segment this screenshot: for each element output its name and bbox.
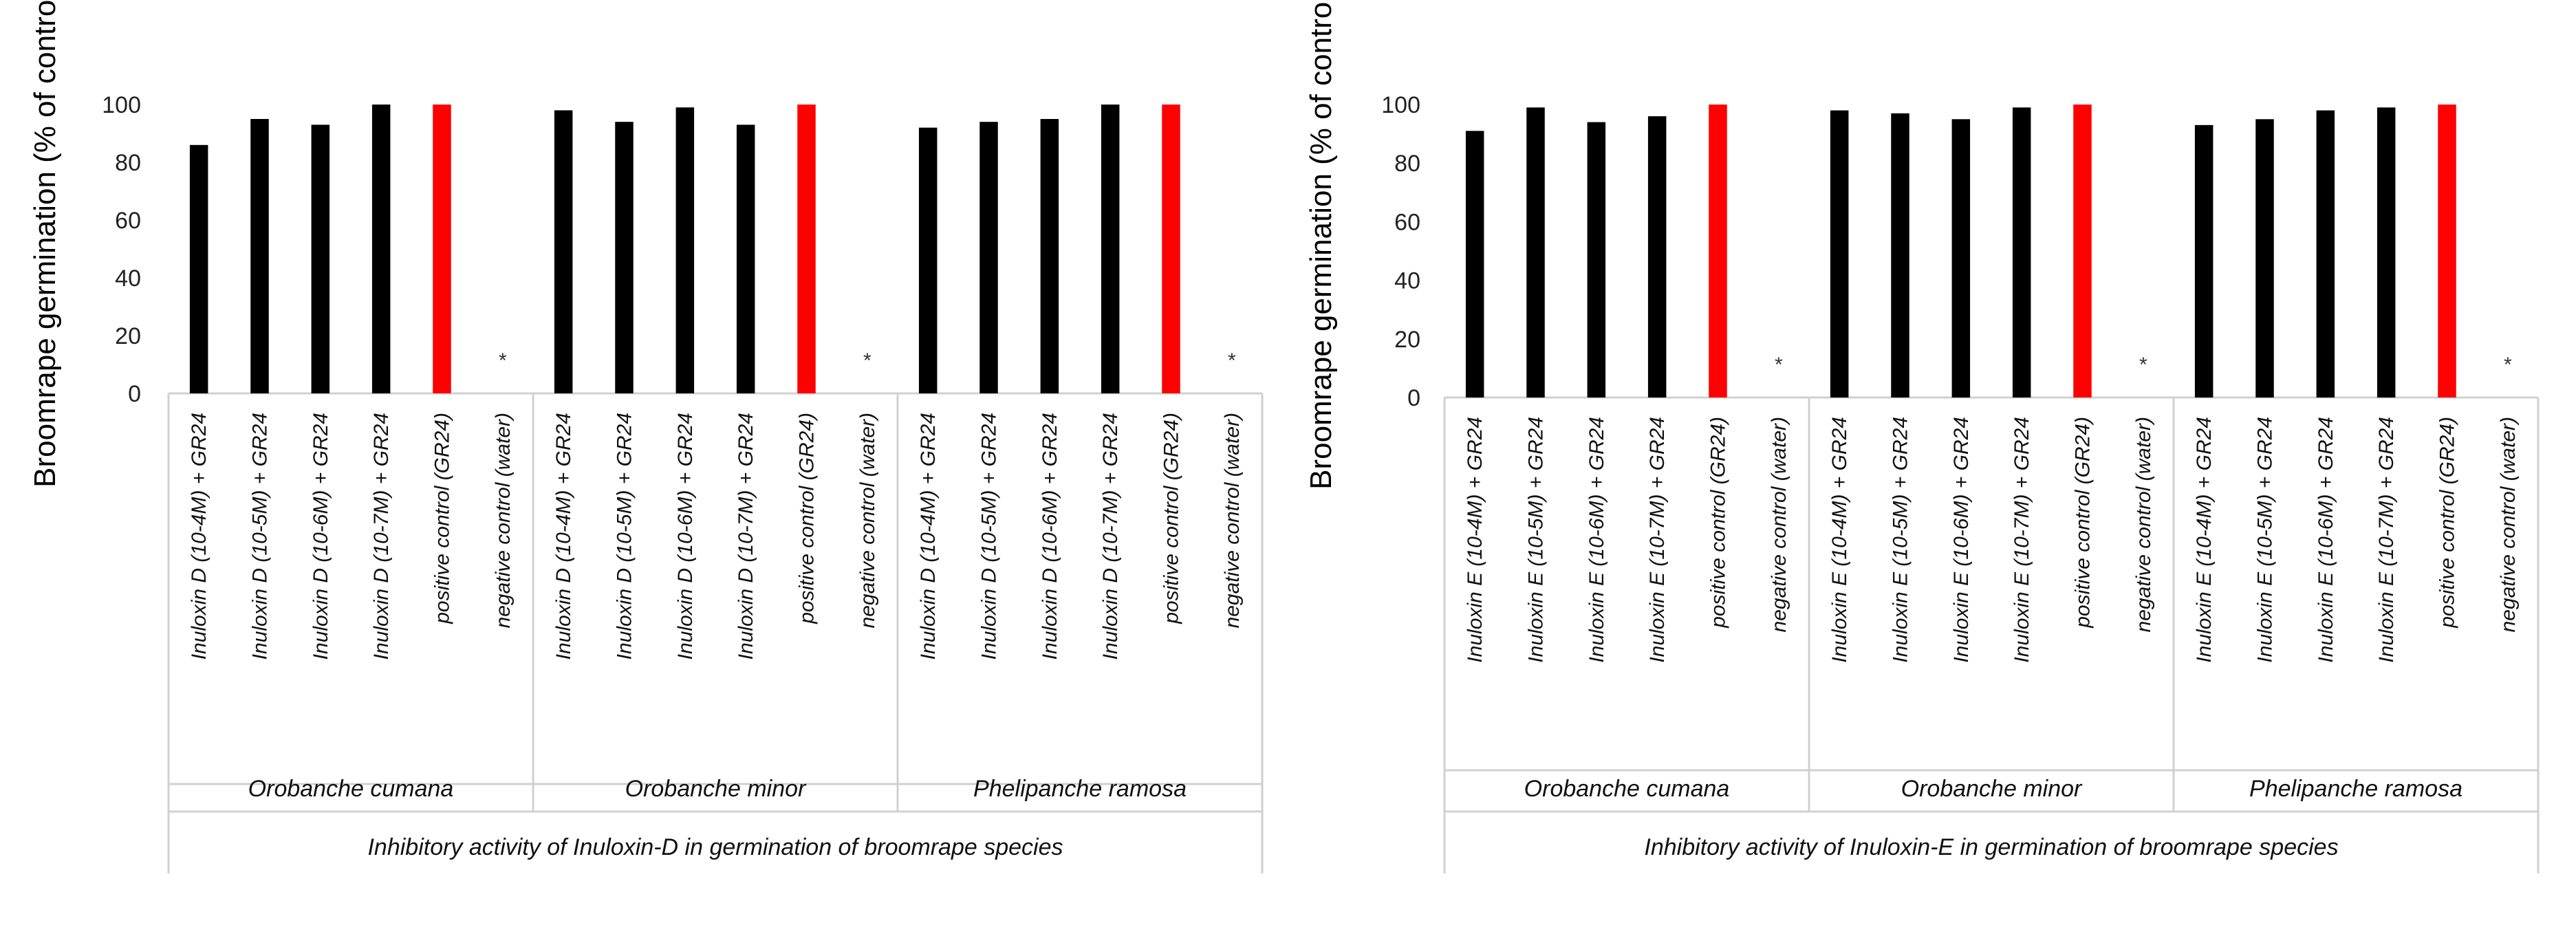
- category-label: Inuloxin E (10-5M) + GR24: [2254, 417, 2277, 663]
- y-tick-label: 0: [1407, 385, 1420, 411]
- data-label: *: [2139, 353, 2147, 376]
- bar: [2012, 107, 2031, 398]
- bar: [1101, 105, 1120, 393]
- bar: [371, 105, 391, 393]
- data-label: *: [499, 349, 507, 372]
- category-label: Inuloxin E (10-4M) + GR24: [1828, 417, 1851, 663]
- bar: [1040, 119, 1059, 393]
- data-label: *: [863, 349, 872, 372]
- y-tick-label: 60: [115, 208, 141, 234]
- category-label: Inuloxin D (10-5M) + GR24: [614, 413, 636, 660]
- bar: [2438, 105, 2456, 398]
- category-label: negative control (water): [1768, 417, 1790, 632]
- category-label: Inuloxin D (10-6M) + GR24: [310, 413, 332, 660]
- group-label: Phelipanche ramosa: [973, 776, 1187, 802]
- chart-1: Broomrape germination (% of control) 0 20 4…: [28, 0, 1264, 873]
- bar: [1162, 105, 1180, 393]
- category-label: Inuloxin E (10-7M) + GR24: [2375, 417, 2398, 663]
- category-label: Inuloxin E (10-4M) + GR24: [1464, 417, 1486, 663]
- bar: [1526, 107, 1545, 398]
- bar: [1891, 113, 1909, 398]
- group-label: Orobanche minor: [625, 776, 807, 802]
- bar: [615, 122, 634, 393]
- y-tick-label: 80: [115, 150, 141, 176]
- chart-caption: Inhibitory activity of Inuloxin-E in ger…: [1644, 834, 2338, 860]
- bar: [1830, 110, 1849, 398]
- group-label: Orobanche minor: [1901, 776, 2083, 802]
- bar: [554, 110, 573, 393]
- y-tick-label: 100: [1381, 92, 1420, 118]
- y-axis-title: Broomrape germination (% of control): [1304, 0, 1338, 490]
- group-label: Orobanche cumana: [248, 776, 454, 802]
- y-tick-label: 60: [1394, 209, 1420, 235]
- bar: [736, 124, 755, 393]
- bar: [2194, 124, 2214, 398]
- bar: [979, 122, 998, 393]
- bar: [1647, 116, 1667, 398]
- bar: [311, 124, 330, 393]
- bar: [250, 119, 269, 393]
- category-label: Inuloxin E (10-4M) + GR24: [2193, 417, 2216, 663]
- category-label: negative control (water): [2497, 417, 2520, 632]
- y-tick-label: 20: [1394, 327, 1420, 353]
- y-tick-label: 0: [128, 381, 141, 407]
- bar: [433, 105, 451, 393]
- bar: [2073, 105, 2092, 398]
- category-label: positive control (GR24): [2436, 417, 2459, 629]
- category-label: Inuloxin D (10-7M) + GR24: [370, 413, 393, 660]
- category-label: negative control (water): [1221, 413, 1244, 628]
- category-label: Inuloxin D (10-6M) + GR24: [674, 413, 697, 660]
- bar: [675, 107, 695, 393]
- category-label: positive control (GR24): [2072, 417, 2095, 629]
- category-label: Inuloxin E (10-6M) + GR24: [1950, 417, 1973, 663]
- category-label: Inuloxin D (10-4M) + GR24: [188, 413, 210, 660]
- y-tick-label: 100: [102, 92, 141, 118]
- category-label: positive control (GR24): [796, 413, 819, 624]
- data-label: *: [1228, 349, 1236, 372]
- bar: [2316, 110, 2335, 398]
- category-label: Inuloxin D (10-6M) + GR24: [1039, 413, 1061, 660]
- bar: [189, 144, 208, 394]
- category-label: Inuloxin E (10-7M) + GR24: [1646, 417, 1669, 663]
- category-label: Inuloxin D (10-4M) + GR24: [917, 413, 940, 660]
- y-tick-label: 40: [1394, 268, 1420, 294]
- y-axis-title: Broomrape germination (% of control): [28, 0, 62, 488]
- category-label: negative control (water): [492, 413, 515, 628]
- category-label: negative control (water): [856, 413, 879, 628]
- group-label: Phelipanche ramosa: [2249, 776, 2463, 802]
- category-label: Inuloxin D (10-7M) + GR24: [735, 413, 757, 660]
- category-label: positive control (GR24): [431, 413, 454, 624]
- chart-2: Broomrape germination (% of control) 0 20 4…: [1304, 0, 2540, 873]
- category-label: Inuloxin E (10-5M) + GR24: [1890, 417, 1912, 663]
- category-label: Inuloxin D (10-7M) + GR24: [1099, 413, 1122, 660]
- category-label: Inuloxin E (10-6M) + GR24: [2315, 417, 2337, 663]
- bar: [2377, 107, 2396, 398]
- chart-caption: Inhibitory activity of Inuloxin-D in ger…: [367, 834, 1063, 860]
- bar: [918, 127, 938, 393]
- category-label: Inuloxin E (10-6M) + GR24: [1585, 417, 1608, 663]
- category-label: negative control (water): [2132, 417, 2155, 632]
- category-label: Inuloxin E (10-7M) + GR24: [2011, 417, 2033, 663]
- bar: [1465, 131, 1484, 398]
- bar: [2255, 119, 2274, 398]
- y-tick-label: 20: [115, 323, 141, 349]
- category-label: Inuloxin D (10-5M) + GR24: [978, 413, 1001, 660]
- category-label: Inuloxin E (10-5M) + GR24: [1525, 417, 1548, 663]
- data-label: *: [2504, 353, 2512, 376]
- bar: [1587, 122, 1606, 398]
- y-tick-label: 40: [115, 265, 141, 292]
- category-label: positive control (GR24): [1160, 413, 1183, 624]
- group-label: Orobanche cumana: [1524, 776, 1730, 802]
- bar: [1951, 119, 1971, 398]
- category-label: Inuloxin D (10-4M) + GR24: [552, 413, 575, 660]
- bar: [797, 105, 816, 393]
- bar: [1709, 105, 1727, 398]
- y-tick-label: 80: [1394, 151, 1420, 177]
- data-label: *: [1775, 353, 1783, 376]
- category-label: Inuloxin D (10-5M) + GR24: [249, 413, 272, 660]
- category-label: positive control (GR24): [1707, 417, 1730, 629]
